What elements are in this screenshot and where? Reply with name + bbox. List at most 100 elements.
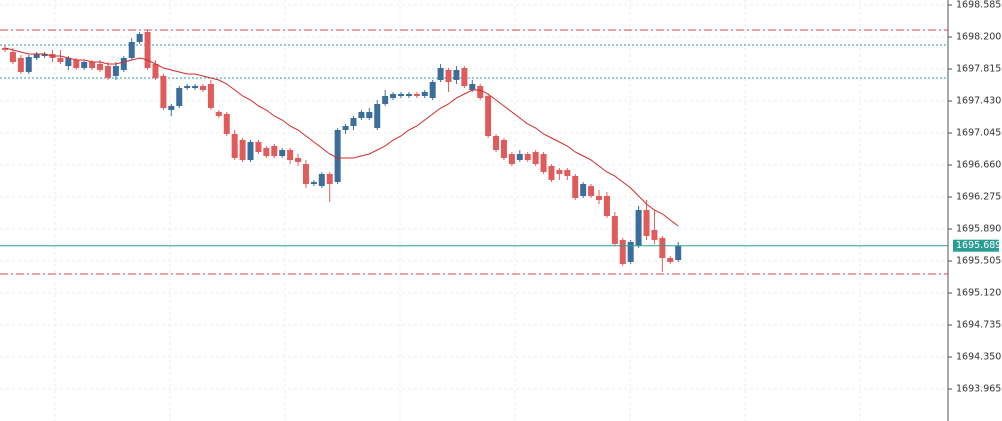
candle-body bbox=[540, 154, 547, 172]
candle-body bbox=[461, 67, 468, 87]
candle-body bbox=[271, 145, 278, 157]
candle-body bbox=[500, 139, 507, 159]
candle-body bbox=[247, 141, 254, 161]
candle-body bbox=[239, 139, 246, 161]
candle-body bbox=[675, 245, 682, 260]
candle-body bbox=[524, 154, 531, 161]
candle-body bbox=[207, 83, 214, 108]
candle-body bbox=[334, 129, 341, 183]
candle-body bbox=[255, 141, 262, 153]
candle-body bbox=[548, 165, 555, 180]
candle-body bbox=[437, 67, 444, 80]
candle-body bbox=[429, 81, 436, 98]
candle-body bbox=[374, 103, 381, 129]
candle-body bbox=[667, 258, 674, 262]
candle-body bbox=[627, 241, 634, 262]
candle-body bbox=[580, 184, 587, 196]
candle-body bbox=[160, 75, 167, 108]
candle-body bbox=[184, 86, 191, 89]
candle-body bbox=[643, 209, 650, 236]
y-tick-label: 1695.505 bbox=[956, 255, 1001, 266]
candle-body bbox=[144, 32, 151, 68]
candle-body bbox=[263, 147, 270, 157]
candle-body bbox=[596, 195, 602, 200]
candle-body bbox=[287, 150, 294, 161]
candle-body bbox=[398, 94, 404, 97]
candle-body bbox=[120, 58, 127, 70]
candle-body bbox=[659, 237, 666, 259]
y-tick-label: 1698.200 bbox=[956, 31, 1001, 42]
candle-body bbox=[342, 126, 349, 130]
candle-body bbox=[453, 69, 460, 80]
candle-body bbox=[532, 152, 539, 164]
candle-body bbox=[136, 33, 143, 42]
candle-body bbox=[81, 62, 88, 68]
candle-body bbox=[168, 105, 175, 110]
candle-body bbox=[619, 239, 626, 264]
candle-body bbox=[231, 133, 238, 159]
y-tick-label: 1697.045 bbox=[956, 127, 1001, 138]
candle-body bbox=[508, 154, 515, 164]
candle-body bbox=[350, 118, 357, 127]
candle-body bbox=[556, 169, 563, 174]
candle-body bbox=[17, 58, 24, 72]
candle-body bbox=[588, 186, 595, 196]
candle-body bbox=[516, 154, 523, 161]
candle-body bbox=[2, 47, 8, 50]
y-tick-label: 1697.430 bbox=[956, 95, 1001, 106]
candle-body bbox=[128, 41, 135, 59]
candle-body bbox=[9, 52, 16, 63]
candle-body bbox=[310, 182, 317, 185]
last-price-label: 1695.689 bbox=[956, 240, 1001, 251]
moving-average bbox=[4, 47, 679, 227]
candle-body bbox=[477, 86, 484, 98]
candle-body bbox=[611, 216, 618, 244]
candle-body bbox=[57, 58, 64, 63]
candle-body bbox=[485, 96, 492, 136]
candle-body bbox=[97, 64, 104, 70]
y-tick-label: 1696.275 bbox=[956, 191, 1001, 202]
candle-body bbox=[112, 65, 119, 76]
candle-body bbox=[152, 64, 159, 78]
candle-body bbox=[73, 60, 80, 68]
candle-body bbox=[200, 86, 206, 91]
y-tick-label: 1694.735 bbox=[956, 319, 1001, 330]
candle-body bbox=[405, 94, 412, 97]
candle-body bbox=[390, 94, 397, 98]
candle-body bbox=[215, 111, 222, 116]
candle-body bbox=[302, 163, 309, 185]
candle-body bbox=[223, 113, 230, 134]
candle-body bbox=[382, 96, 389, 104]
candle-body bbox=[413, 94, 420, 97]
y-tick-label: 1694.350 bbox=[956, 351, 1001, 362]
last-price-tag bbox=[953, 239, 999, 252]
candle-body bbox=[104, 65, 111, 78]
candle-body bbox=[493, 135, 500, 151]
y-tick-label: 1695.120 bbox=[956, 287, 1001, 298]
candle-body bbox=[366, 111, 373, 119]
candle-body bbox=[25, 57, 32, 72]
candle-body bbox=[445, 69, 452, 82]
candle-body bbox=[651, 229, 658, 240]
candle-body bbox=[326, 173, 333, 185]
candle-body bbox=[635, 209, 642, 246]
candle-body bbox=[318, 173, 325, 187]
y-tick-label: 1697.815 bbox=[956, 63, 1001, 74]
candle-body bbox=[469, 83, 476, 91]
candle-body bbox=[564, 169, 571, 176]
candle-body bbox=[295, 158, 302, 162]
candle-body bbox=[65, 58, 72, 66]
y-tick-label: 1693.965 bbox=[956, 383, 1001, 394]
y-tick-label: 1695.890 bbox=[956, 223, 1001, 234]
y-tick-label: 1698.585 bbox=[956, 0, 1001, 10]
candle-body bbox=[41, 54, 48, 57]
candle-body bbox=[279, 150, 286, 157]
candle-body bbox=[603, 195, 610, 217]
candle-body bbox=[572, 175, 579, 198]
y-tick-label: 1696.660 bbox=[956, 159, 1001, 170]
candle-body bbox=[192, 86, 199, 89]
candle-body bbox=[358, 111, 365, 119]
candle-body bbox=[89, 62, 96, 68]
